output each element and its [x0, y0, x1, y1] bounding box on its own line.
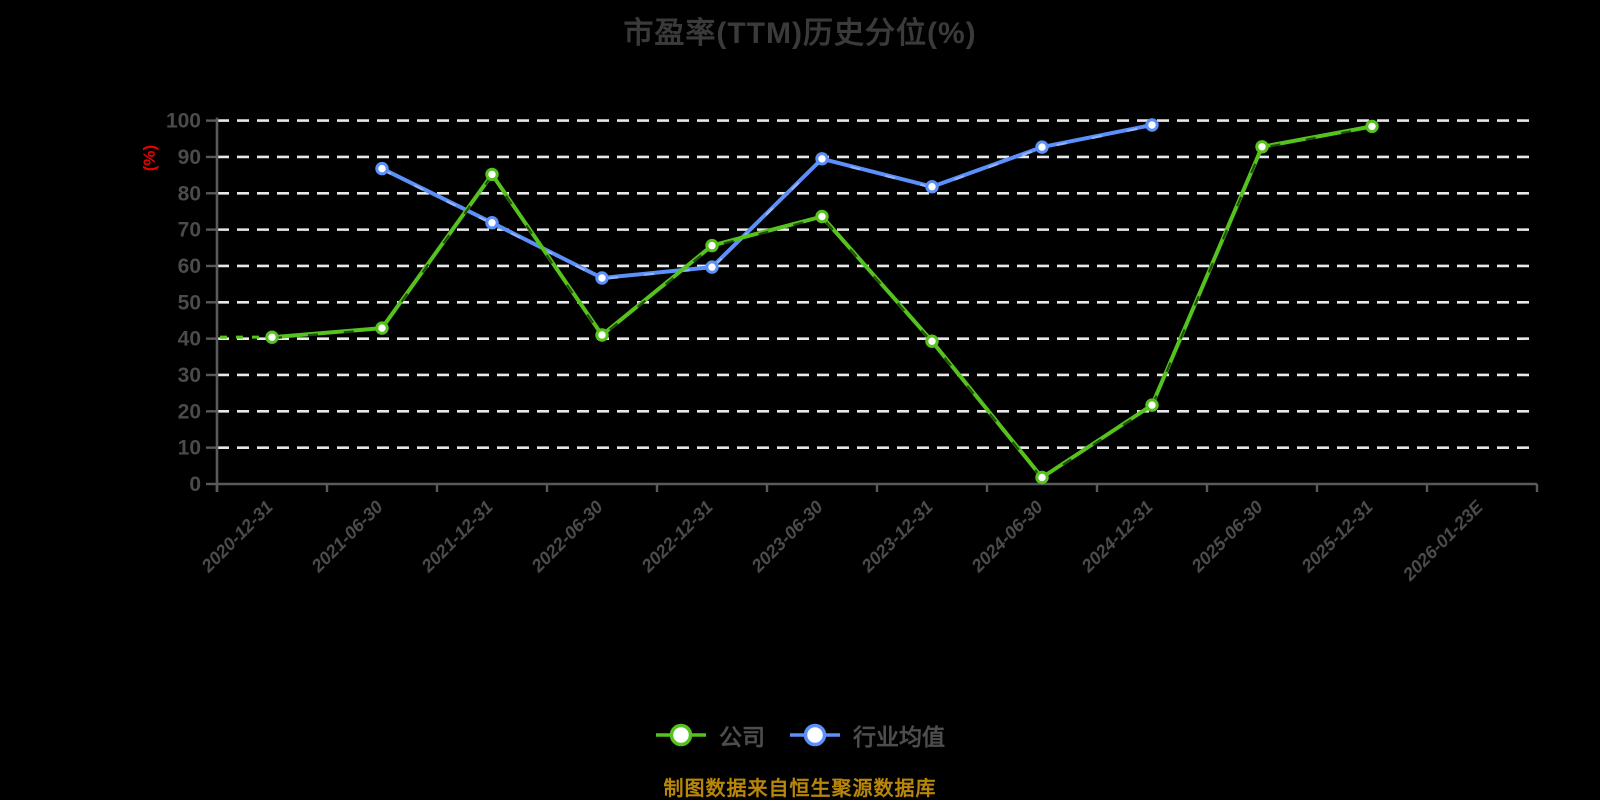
x-axis-tick-label: 2021-06-30	[307, 497, 387, 577]
x-axis-tick-label: 2023-06-30	[747, 497, 827, 577]
y-axis-tick-label: 50	[178, 291, 201, 314]
legend-label-industry: 行业均值	[853, 724, 945, 750]
legend-item-industry[interactable]: 行业均值	[789, 718, 945, 752]
legend: 公司 行业均值	[0, 718, 1600, 752]
y-axis-tick-label: 70	[178, 219, 201, 242]
x-axis-tick-label: 2022-06-30	[527, 497, 607, 577]
industry-marker	[705, 260, 719, 274]
company-marker	[815, 209, 829, 224]
y-axis-tick-label: 80	[178, 182, 201, 205]
industry-marker	[595, 271, 609, 285]
company-legend-marker-icon	[656, 723, 706, 747]
company-marker	[265, 330, 279, 344]
x-axis-tick-label: 2025-06-30	[1187, 497, 1267, 577]
y-axis-tick-label: 30	[178, 364, 201, 387]
y-axis-tick-label: 90	[178, 146, 201, 169]
x-axis-tick-label: 2023-12-31	[857, 497, 937, 577]
company-marker	[1255, 140, 1269, 154]
data-source-caption: 制图数据来自恒生聚源数据库	[663, 778, 937, 800]
industry-legend-marker-icon	[790, 723, 840, 747]
legend-item-company[interactable]: 公司	[655, 718, 765, 752]
x-axis-tick-label: 2025-12-31	[1297, 497, 1377, 577]
y-axis-tick-label: 100	[166, 110, 201, 133]
company-marker	[1365, 119, 1379, 134]
y-axis-tick-label: 20	[178, 400, 201, 423]
chart-title: 市盈率(TTM)历史分位(%)	[623, 17, 977, 50]
company-marker	[485, 167, 499, 182]
industry-marker	[375, 161, 389, 176]
x-axis-tick-label: 2022-12-31	[637, 497, 717, 577]
company-marker	[375, 321, 389, 335]
y-axis-tick-label: 10	[178, 437, 201, 460]
y-axis-tick-label: 0	[189, 473, 201, 496]
industry-marker	[1145, 118, 1159, 132]
x-axis-tick-label: 2024-06-30	[967, 497, 1047, 577]
industry-line-dash-texture	[381, 124, 1153, 281]
company-marker	[595, 328, 609, 342]
industry-marker	[815, 152, 829, 166]
industry-marker	[485, 216, 499, 230]
company-marker	[1145, 398, 1159, 412]
legend-label-company: 公司	[719, 724, 765, 750]
x-axis-tick-label: 2026-01-23E	[1398, 496, 1487, 585]
industry-marker	[925, 180, 939, 194]
industry-marker	[1035, 140, 1049, 154]
x-axis-tick-label: 2021-12-31	[417, 497, 497, 577]
company-marker	[1035, 470, 1049, 485]
y-axis-tick-label: 60	[178, 255, 201, 278]
company-marker	[705, 238, 719, 253]
x-axis-tick-label: 2024-12-31	[1077, 497, 1157, 577]
y-axis-unit-label: (%)	[140, 145, 159, 171]
company-marker	[925, 334, 939, 348]
y-axis-tick-label: 40	[178, 328, 201, 351]
x-axis-tick-label: 2020-12-31	[197, 497, 277, 577]
